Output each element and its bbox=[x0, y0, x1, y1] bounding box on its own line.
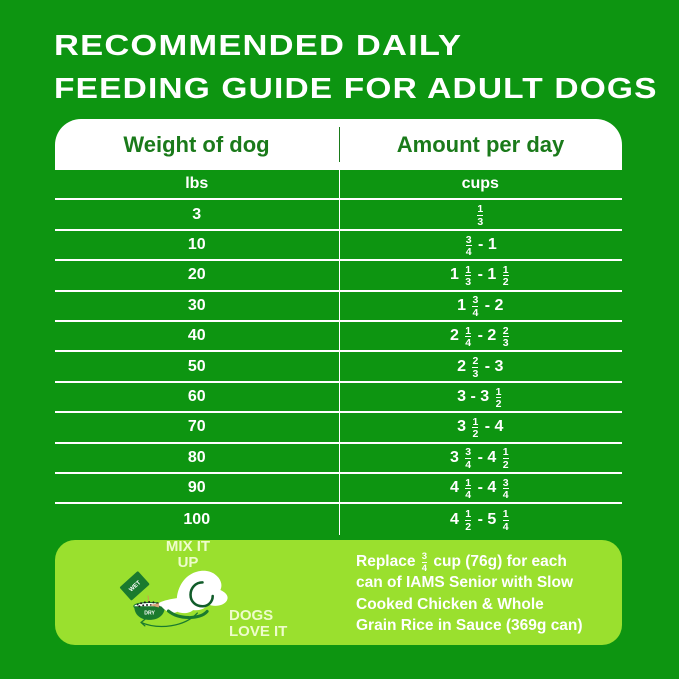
svg-text:DRY: DRY bbox=[144, 610, 155, 616]
